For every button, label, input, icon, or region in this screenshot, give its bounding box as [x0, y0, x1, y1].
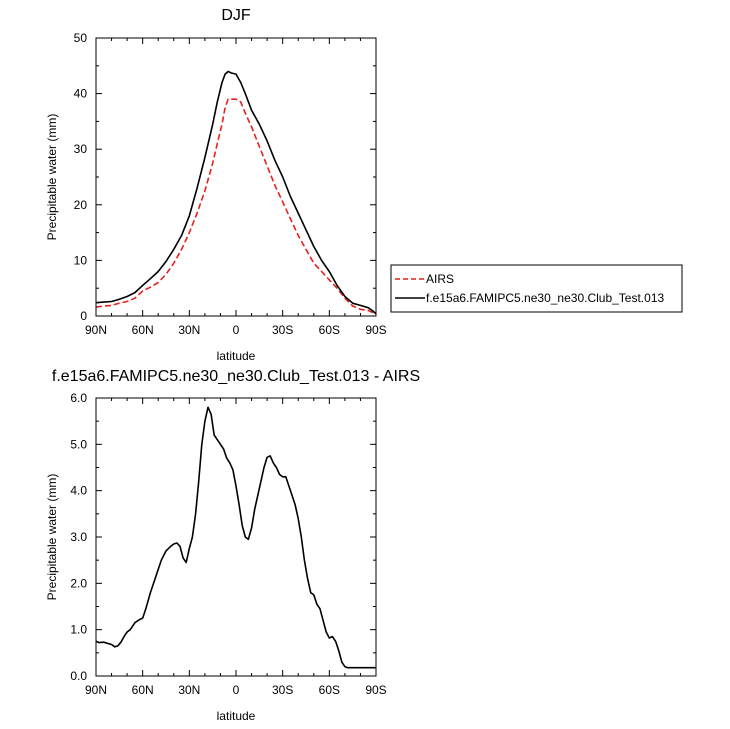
- legend-label-model: f.e15a6.FAMIPC5.ne30_ne30.Club_Test.013: [426, 291, 664, 305]
- series-line-0: [95, 98, 377, 315]
- y-tick-label: 5.0: [70, 437, 87, 451]
- x-tick-label: 0: [233, 323, 240, 337]
- y-tick-label: 0: [80, 309, 87, 323]
- plot-frame: [95, 397, 377, 677]
- difference-chart: f.e15a6.FAMIPC5.ne30_ne30.Club_Test.013 …: [45, 368, 420, 723]
- series-lines: [95, 406, 376, 669]
- y-tick-label: 40: [74, 87, 88, 101]
- x-tick-label: 0: [233, 683, 240, 697]
- axis-ticks: 90N 60N 30N 0 30S 60S 90S 0 10 20 30 40 50: [74, 31, 387, 337]
- y-tick-label: 6.0: [70, 391, 87, 405]
- x-tick-label: 90N: [85, 323, 107, 337]
- y-tick-label: 2.0: [70, 576, 87, 590]
- legend-box: [390, 264, 683, 313]
- y-tick-label: 3.0: [70, 530, 87, 544]
- x-tick-label: 60N: [132, 323, 154, 337]
- y-tick-label: 1.0: [70, 623, 87, 637]
- x-tick-label: 90S: [365, 323, 386, 337]
- y-tick-label: 30: [74, 142, 88, 156]
- y-tick-label: 50: [74, 31, 88, 45]
- y-axis-label: Precipitable water (mm): [45, 114, 59, 241]
- chart-title: f.e15a6.FAMIPC5.ne30_ne30.Club_Test.013 …: [52, 368, 420, 385]
- axis-ticks: 90N 60N 30N 0 30S 60S 90S 0.0 1.0 2.0 3.0 4.0 5.0 6.0: [70, 391, 386, 697]
- x-tick-label: 30S: [272, 683, 293, 697]
- y-tick-label: 10: [74, 253, 88, 267]
- djf-chart: DJF Precipitable water (mm) latitude 90N…: [45, 7, 683, 363]
- y-tick-label: 0.0: [70, 669, 87, 683]
- series-line-1: [95, 70, 377, 315]
- plot-frame: [95, 37, 377, 317]
- series-lines: [95, 70, 377, 315]
- y-tick-label: 20: [74, 198, 88, 212]
- legend-label-airs: AIRS: [426, 272, 454, 286]
- legend: AIRS f.e15a6.FAMIPC5.ne30_ne30.Club_Test…: [390, 264, 683, 313]
- x-tick-label: 60S: [319, 683, 340, 697]
- x-axis-label: latitude: [217, 709, 256, 723]
- y-axis-label: Precipitable water (mm): [45, 474, 59, 601]
- x-tick-label: 30N: [178, 323, 200, 337]
- x-tick-label: 30N: [178, 683, 200, 697]
- x-tick-label: 30S: [272, 323, 293, 337]
- x-tick-label: 90S: [365, 683, 386, 697]
- series-line-0: [95, 406, 376, 669]
- x-axis-label: latitude: [217, 349, 256, 363]
- x-tick-label: 60N: [132, 683, 154, 697]
- y-tick-label: 4.0: [70, 484, 87, 498]
- x-tick-label: 90N: [85, 683, 107, 697]
- x-tick-label: 60S: [319, 323, 340, 337]
- chart-title: DJF: [221, 7, 251, 24]
